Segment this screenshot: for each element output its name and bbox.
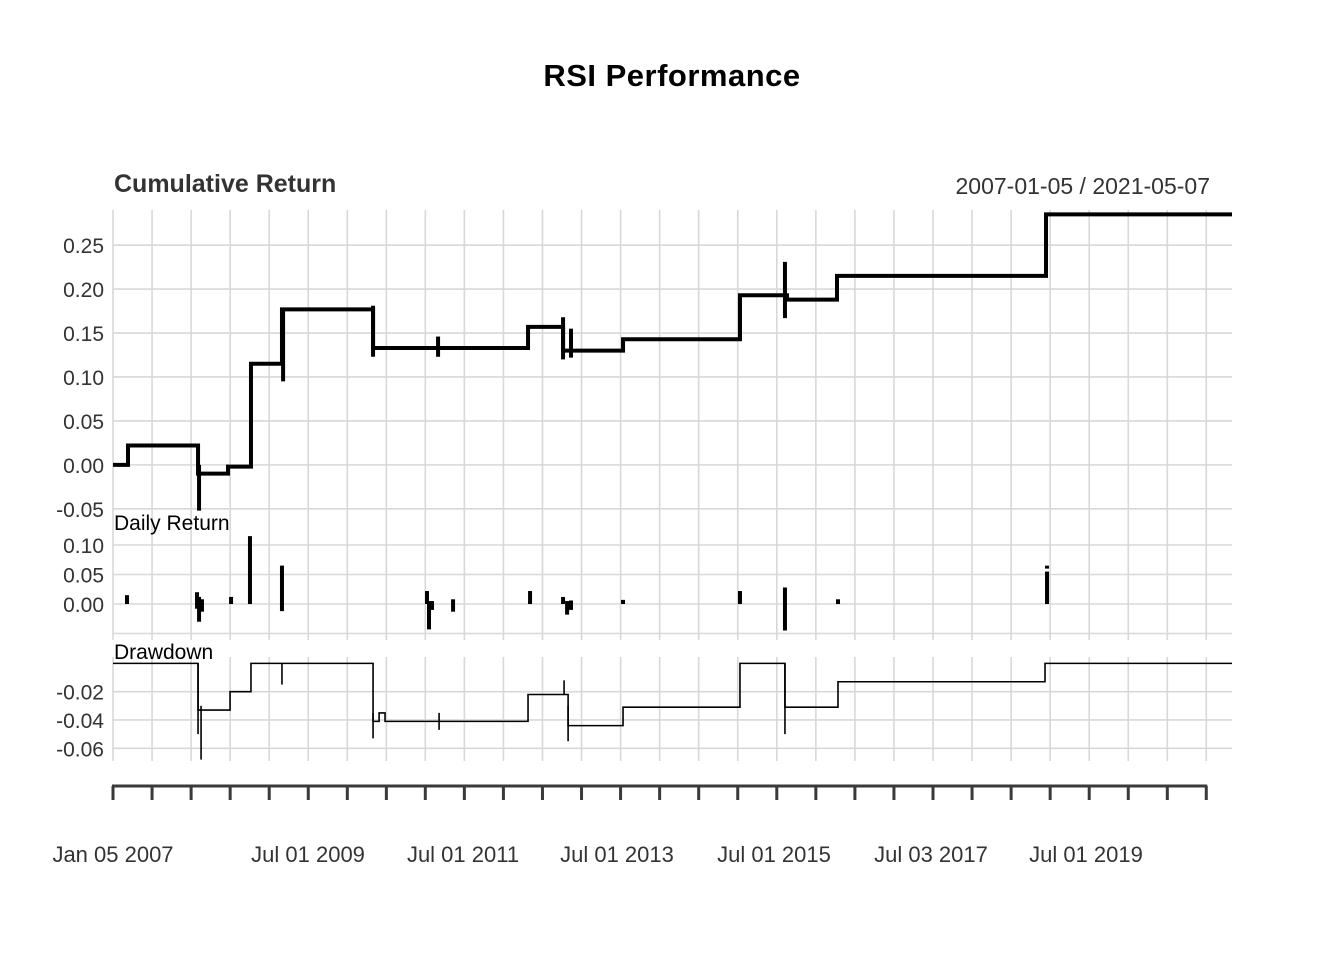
y-tick-label: -0.02 xyxy=(56,682,104,705)
x-axis-label: Jul 01 2013 xyxy=(560,842,674,867)
date-range-label: 2007-01-05 / 2021-05-07 xyxy=(955,173,1210,199)
y-tick-label: 0.10 xyxy=(63,367,104,390)
y-tick-label: 0.20 xyxy=(63,279,104,302)
cumulative-return-line xyxy=(113,212,1232,476)
panel-daily-label: Daily Return xyxy=(114,512,230,535)
panel-daily-return: 0.10 0.05 0.00 xyxy=(63,522,1232,640)
chart-title: RSI Performance xyxy=(543,58,801,93)
x-axis-label: Jan 05 2007 xyxy=(52,842,173,867)
y-tick-label: 0.10 xyxy=(63,535,104,558)
x-axis-label: Jul 01 2009 xyxy=(251,842,365,867)
panel-cumulative-return: 0.25 0.20 0.15 0.10 0.05 0.00 -0.05 xyxy=(56,210,1232,522)
y-tick-label: 0.15 xyxy=(63,323,104,346)
drawdown-line xyxy=(113,662,1232,727)
y-tick-label: 0.00 xyxy=(63,455,104,478)
y-tick-label: -0.06 xyxy=(56,738,104,761)
x-axis: Jan 05 2007 Jul 01 2009 Jul 01 2011 Jul 01 … xyxy=(52,784,1208,867)
panel-drawdown: -0.02 -0.04 -0.06 xyxy=(56,657,1232,761)
y-tick-label: -0.04 xyxy=(56,710,104,733)
x-axis-label: Jul 01 2011 xyxy=(407,842,519,867)
y-tick-label: 0.00 xyxy=(63,594,104,617)
panel-drawdown-label: Drawdown xyxy=(114,641,214,664)
y-tick-label: 0.05 xyxy=(63,411,104,434)
y-tick-label: 0.25 xyxy=(63,235,104,258)
panel-cumulative-label: Cumulative Return xyxy=(114,170,337,198)
y-tick-label: 0.05 xyxy=(63,565,104,588)
y-tick-label: -0.05 xyxy=(56,499,104,522)
x-axis-label: Jul 01 2015 xyxy=(717,842,831,867)
x-axis-label: Jul 01 2019 xyxy=(1029,842,1143,867)
x-axis-label: Jul 03 2017 xyxy=(874,842,988,867)
